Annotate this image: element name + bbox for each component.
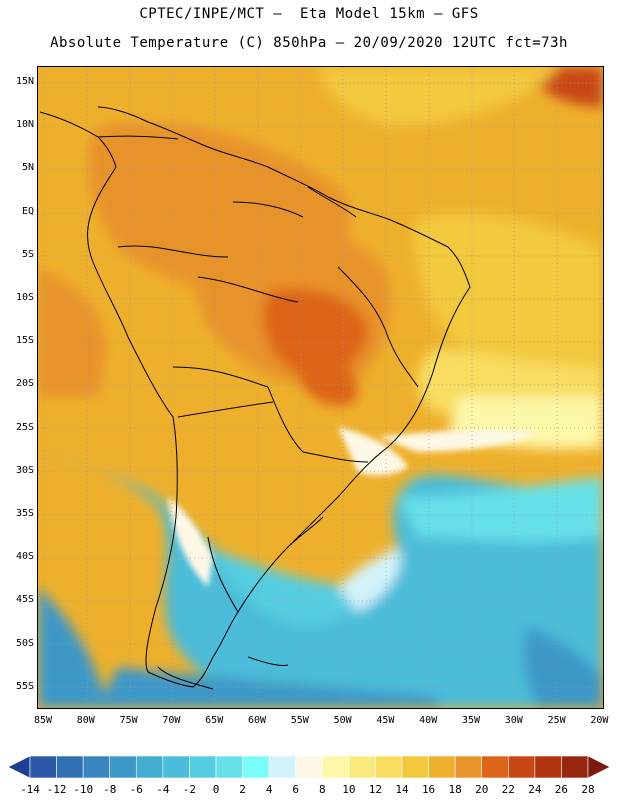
colorbar-tick-label: 12 xyxy=(368,783,383,796)
colorbar-swatch xyxy=(321,756,350,778)
colorbar-swatch xyxy=(215,756,243,778)
colorbar-tick-label: 28 xyxy=(581,783,595,796)
latitude-label: EQ xyxy=(21,205,34,217)
colorbar-swatch xyxy=(587,756,610,778)
longitude-label: 20W xyxy=(590,715,609,726)
longitude-label: 60W xyxy=(247,715,267,726)
colorbar-tick-label: 8 xyxy=(318,783,326,796)
longitude-label: 65W xyxy=(205,715,224,726)
graticule xyxy=(38,67,603,708)
longitude-label: 35W xyxy=(461,715,481,726)
colorbar-swatch xyxy=(8,756,31,778)
latitude-label: 15S xyxy=(15,335,34,347)
colorbar-swatch xyxy=(348,756,376,778)
latitude-label: 10N xyxy=(15,119,34,131)
colorbar-swatch xyxy=(561,756,589,778)
colorbar-swatch xyxy=(375,756,403,778)
longitude-label: 30W xyxy=(504,715,523,726)
latitude-label: 5S xyxy=(21,248,34,260)
colorbar-tick-label: -2 xyxy=(182,783,197,796)
coastline xyxy=(39,106,471,690)
colorbar-swatch xyxy=(109,756,137,778)
colorbar-tick-label: 6 xyxy=(292,783,300,796)
latitude-label: 15N xyxy=(15,76,34,87)
colorbar-swatch xyxy=(268,756,297,778)
latitude-label: 5N xyxy=(21,162,34,174)
colorbar-tick-label: 26 xyxy=(554,783,569,796)
temperature-map xyxy=(37,66,604,709)
latitude-label: 30S xyxy=(15,464,34,476)
longitude-label: 45W xyxy=(376,715,395,726)
latitude-label: 25S xyxy=(15,421,34,433)
longitude-label: 85W xyxy=(33,715,53,726)
colorbar-tick-label: -8 xyxy=(103,783,117,796)
longitude-label: 70W xyxy=(162,715,181,726)
colorbar-tick-label: 2 xyxy=(239,783,246,796)
colorbar-swatch xyxy=(534,756,562,778)
colorbar-tick-label: 24 xyxy=(528,783,542,796)
temperature-field xyxy=(38,67,603,708)
colorbar-swatch xyxy=(29,756,57,778)
colorbar-tick-label: 16 xyxy=(421,783,436,796)
colorbar-swatch xyxy=(481,756,509,778)
colorbar-swatch xyxy=(162,756,190,778)
colorbar-tick-label: -12 xyxy=(46,783,67,796)
chart-title-line1: CPTEC/INPE/MCT – Eta Model 15km – GFS xyxy=(139,6,479,22)
colorbar-swatch xyxy=(507,756,536,778)
colorbar-swatch xyxy=(82,756,111,778)
colorbar-tick-label: 10 xyxy=(342,783,356,796)
chart-title-line2: Absolute Temperature (C) 850hPa – 20/09/… xyxy=(50,35,568,51)
longitude-label: 80W xyxy=(76,715,95,726)
colorbar xyxy=(8,756,610,778)
longitude-label: 50W xyxy=(333,715,352,726)
longitude-label: 75W xyxy=(119,715,138,726)
latitude-label: 40S xyxy=(15,551,34,563)
colorbar-tick-label: -14 xyxy=(20,783,40,796)
latitude-label: 45S xyxy=(15,594,34,606)
colorbar-tick-label: 14 xyxy=(395,783,409,796)
longitude-label: 40W xyxy=(419,715,438,726)
colorbar-swatch xyxy=(401,756,429,778)
colorbar-tick-label: 18 xyxy=(448,783,462,796)
colorbar-swatch xyxy=(295,756,323,778)
colorbar-tick-label: -6 xyxy=(129,783,143,796)
latitude-label: 10S xyxy=(15,292,34,303)
latitude-label: 50S xyxy=(15,637,34,649)
latitude-label: 55S xyxy=(15,680,34,692)
colorbar-tick-label: 0 xyxy=(212,783,220,796)
longitude-label: 55W xyxy=(290,715,309,726)
colorbar-swatch xyxy=(454,756,483,778)
colorbar-tick-label: 4 xyxy=(265,783,273,796)
colorbar-tick-label: -10 xyxy=(73,783,94,796)
colorbar-swatch xyxy=(135,756,164,778)
colorbar-swatch xyxy=(189,756,217,778)
colorbar-swatch xyxy=(56,756,84,778)
colorbar-tick-label: 20 xyxy=(475,783,489,796)
longitude-label: 25W xyxy=(547,715,566,726)
latitude-label: 35S xyxy=(15,508,34,519)
colorbar-swatch xyxy=(242,756,270,778)
colorbar-tick-label: 22 xyxy=(501,783,515,796)
colorbar-swatch xyxy=(428,756,456,778)
latitude-label: 20S xyxy=(15,378,34,390)
colorbar-tick-label: -4 xyxy=(156,783,170,796)
